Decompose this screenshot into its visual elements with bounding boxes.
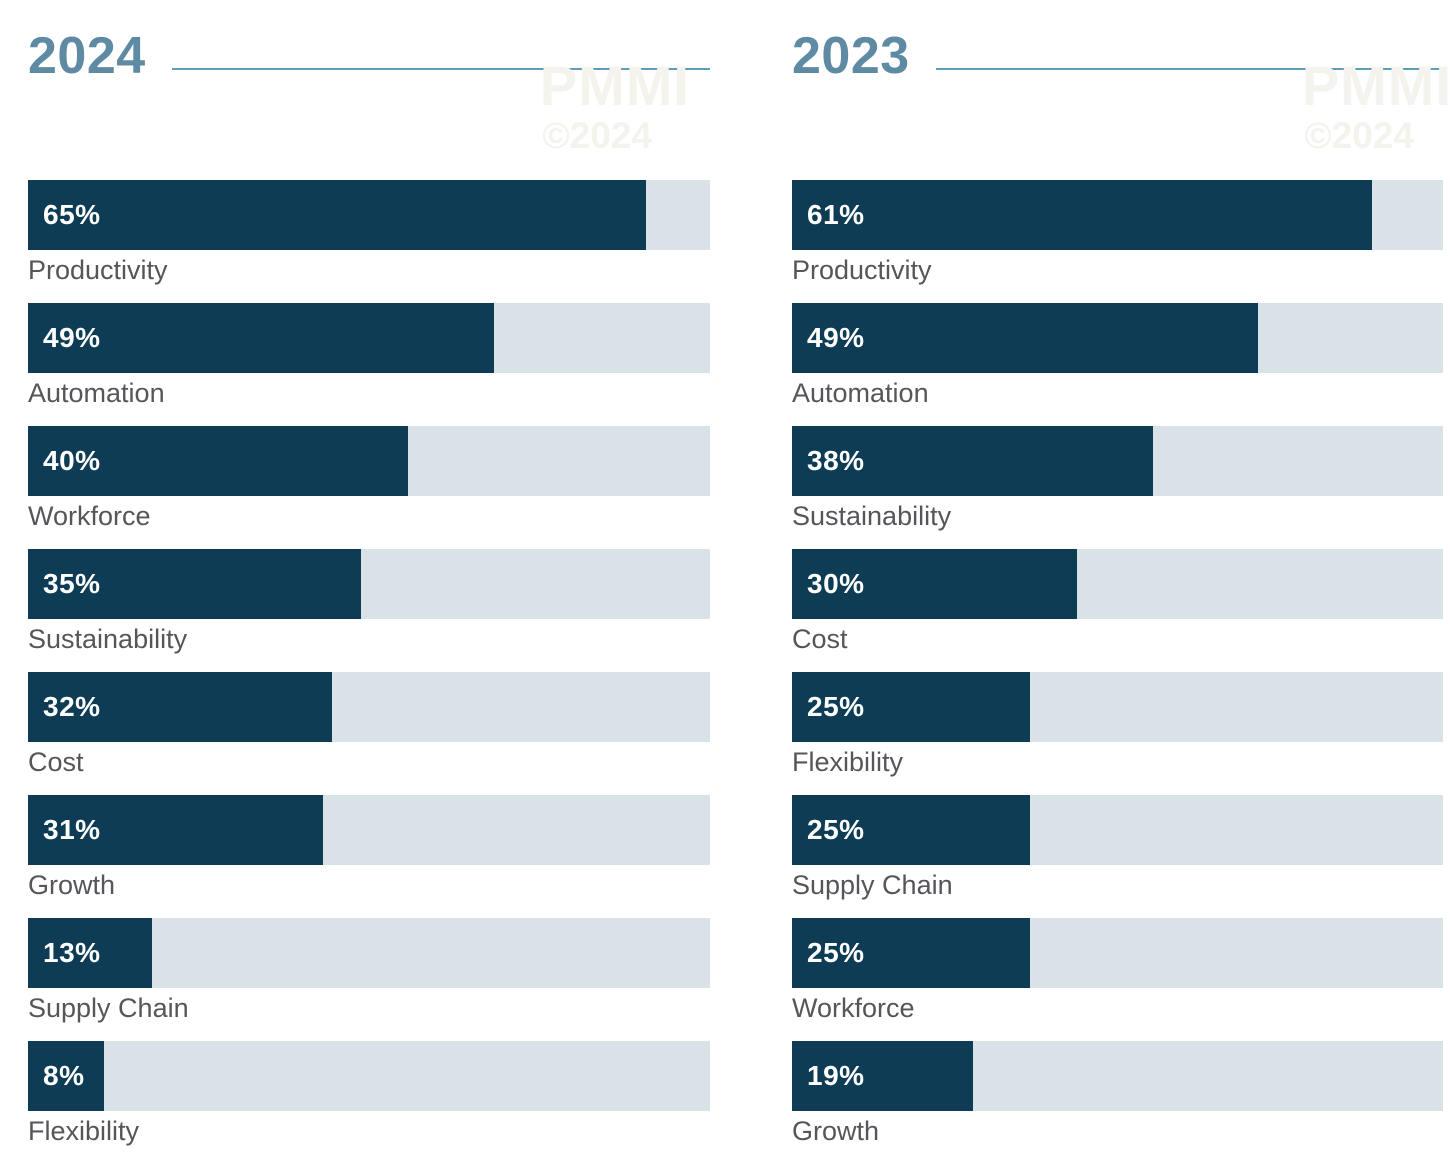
chart-2023-bars: 61% Productivity 49% Automation 38% Sustainab… [792, 180, 1443, 1164]
bar-value-label: 25% [807, 937, 865, 968]
bar-row: 13% Supply Chain [28, 918, 710, 1041]
bar-track: 19% [792, 1041, 1443, 1111]
bar-category-label: Sustainability [792, 501, 952, 531]
bar-track: 65% [28, 180, 710, 250]
bar-track: 8% [28, 1041, 710, 1111]
chart-2023-header: 2023 [792, 24, 1443, 82]
bar-value-label: 25% [807, 814, 865, 845]
bar-row: 38% Sustainability [792, 426, 1443, 549]
bar-value-label: 31% [43, 814, 101, 845]
bar-fill: 49% [792, 303, 1258, 373]
chart-2024-bars: 65% Productivity 49% Automation 40% Workforce… [28, 180, 710, 1164]
bar-value-label: 49% [43, 322, 101, 353]
bar-category-label: Cost [792, 624, 848, 654]
bar-track: 30% [792, 549, 1443, 619]
bar-track: 49% [28, 303, 710, 373]
bar-fill: 49% [28, 303, 495, 373]
bar-track: 35% [28, 549, 710, 619]
bar-fill: 35% [28, 549, 361, 619]
bar-value-label: 65% [43, 199, 101, 230]
chart-2024-title: 2024 [28, 27, 146, 85]
bar-row: 31% Growth [28, 795, 710, 918]
bar-track: 25% [792, 672, 1443, 742]
bar-track: 38% [792, 426, 1443, 496]
bar-value-label: 30% [807, 568, 865, 599]
bar-category-label: Automation [792, 378, 929, 408]
bar-category-label: Growth [28, 870, 116, 900]
bar-row: 49% Automation [792, 303, 1443, 426]
bar-fill: 19% [792, 1041, 973, 1111]
bar-row: 65% Productivity [28, 180, 710, 303]
bar-category-label: Workforce [792, 993, 915, 1023]
bar-track: 49% [792, 303, 1443, 373]
chart-2023-title: 2023 [792, 27, 910, 85]
chart-2024-column: 2024 65% Productivity 49% Automation 40% Work… [28, 24, 710, 1150]
bar-track: 32% [28, 672, 710, 742]
bar-row: 25% Supply Chain [792, 795, 1443, 918]
bar-value-label: 8% [43, 1060, 85, 1091]
bar-row: 19% Growth [792, 1041, 1443, 1164]
bar-row: 40% Workforce [28, 426, 710, 549]
bar-fill: 31% [28, 795, 323, 865]
bar-category-label: Flexibility [792, 747, 904, 777]
bar-category-label: Productivity [792, 255, 932, 285]
bar-category-label: Cost [28, 747, 84, 777]
bar-value-label: 40% [43, 445, 101, 476]
bar-fill: 25% [792, 795, 1030, 865]
bar-category-label: Sustainability [28, 624, 188, 654]
bar-value-label: 25% [807, 691, 865, 722]
bar-value-label: 35% [43, 568, 101, 599]
chart-2024-header: 2024 [28, 24, 710, 82]
bar-value-label: 49% [807, 322, 865, 353]
bar-track: 31% [28, 795, 710, 865]
bar-row: 61% Productivity [792, 180, 1443, 303]
bar-fill: 8% [28, 1041, 105, 1111]
bar-value-label: 61% [807, 199, 865, 230]
bar-row: 35% Sustainability [28, 549, 710, 672]
bar-value-label: 32% [43, 691, 101, 722]
header-rule [171, 68, 710, 70]
bar-fill: 25% [792, 672, 1030, 742]
header-rule [935, 68, 1443, 70]
bar-fill: 38% [792, 426, 1154, 496]
bar-fill: 65% [28, 180, 647, 250]
bar-fill: 25% [792, 918, 1030, 988]
bar-category-label: Supply Chain [28, 993, 189, 1023]
bar-fill: 40% [28, 426, 409, 496]
bar-track: 25% [792, 918, 1443, 988]
bar-row: 49% Automation [28, 303, 710, 426]
bar-row: 32% Cost [28, 672, 710, 795]
bar-row: 25% Flexibility [792, 672, 1443, 795]
bar-value-label: 13% [43, 937, 101, 968]
bar-value-label: 19% [807, 1060, 865, 1091]
bar-fill: 61% [792, 180, 1372, 250]
chart-2023-column: 2023 61% Productivity 49% Automation 38% Sust… [792, 24, 1443, 1150]
bar-track: 61% [792, 180, 1443, 250]
bar-row: 30% Cost [792, 549, 1443, 672]
bar-fill: 32% [28, 672, 333, 742]
bar-value-label: 38% [807, 445, 865, 476]
bar-category-label: Automation [28, 378, 165, 408]
bar-category-label: Workforce [28, 501, 151, 531]
bar-fill: 30% [792, 549, 1078, 619]
bar-category-label: Productivity [28, 255, 168, 285]
bar-row: 8% Flexibility [28, 1041, 710, 1164]
bar-track: 25% [792, 795, 1443, 865]
bar-category-label: Growth [792, 1116, 880, 1146]
bar-category-label: Flexibility [28, 1116, 140, 1146]
bar-row: 25% Workforce [792, 918, 1443, 1041]
bar-track: 13% [28, 918, 710, 988]
bar-track: 40% [28, 426, 710, 496]
bar-fill: 13% [28, 918, 152, 988]
bar-category-label: Supply Chain [792, 870, 953, 900]
